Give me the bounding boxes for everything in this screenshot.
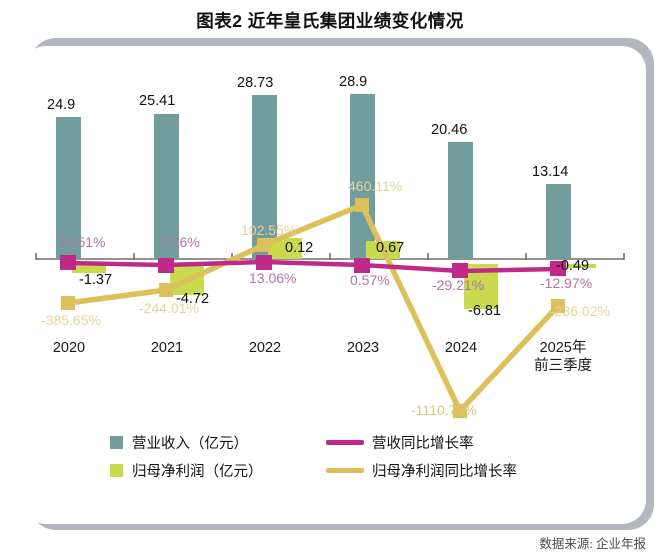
legend-item-revenue: 营业收入（亿元）	[110, 432, 248, 453]
legend-item-profit-rate: 归母净利润同比增长率	[326, 460, 517, 481]
revenue-rate-markers	[60, 255, 566, 278]
legend-line-profit-rate-icon	[326, 468, 364, 473]
legend-line-revenue-rate-icon	[326, 440, 364, 445]
x-axis	[35, 253, 625, 260]
profit-rate-label-2022: 102.55%	[241, 222, 297, 238]
profit-rate-label-2020: -385.65%	[41, 312, 101, 328]
profit-rate-markers	[61, 198, 565, 418]
profit-rate-label-2025: -236.02%	[550, 303, 610, 319]
revenue-rate-label-2023: 0.57%	[350, 272, 390, 288]
legend-label-profit: 归母净利润（亿元）	[132, 464, 263, 480]
legend-swatch-revenue-icon	[110, 436, 123, 449]
revenue-label-2020: 24.9	[47, 97, 76, 113]
legend-label-revenue-rate: 营收同比增长率	[372, 436, 474, 452]
profit-rate-line	[65, 202, 561, 414]
revenue-label-2021: 25.41	[139, 93, 176, 109]
x-label-2020: 2020	[52, 340, 86, 356]
profit-rate-label-2021: -244.01%	[139, 300, 199, 316]
x-label-2025-line1: 2025年	[539, 340, 587, 356]
profit-rate-label-2024: -1110.73%	[411, 402, 477, 418]
x-label-2024: 2024	[444, 340, 478, 356]
revenue-rate-label-2025: -12.97%	[540, 275, 593, 291]
legend-label-profit-rate: 归母净利润同比增长率	[372, 464, 517, 480]
revenue-rate-label-2020: 10.51%	[58, 234, 106, 250]
profit-rate-label-2023: 460.11%	[348, 178, 403, 194]
x-label-2022: 2022	[248, 340, 282, 356]
revenue-label-2023: 28.9	[339, 74, 368, 90]
legend-item-revenue-rate: 营收同比增长率	[326, 432, 474, 453]
profit-bars	[72, 238, 596, 309]
x-label-2021: 2021	[150, 340, 184, 356]
legend-swatch-profit-icon	[110, 464, 123, 477]
legend-item-profit: 归母净利润（亿元）	[110, 460, 263, 481]
x-label-2023: 2023	[346, 340, 380, 356]
profit-label-2022: 0.12	[285, 240, 314, 256]
revenue-label-2022: 28.73	[237, 75, 274, 91]
revenue-label-2025: 13.14	[532, 164, 569, 180]
revenue-label-2024: 20.46	[431, 122, 468, 138]
revenue-bars	[56, 94, 571, 259]
revenue-bar-2021	[154, 114, 179, 259]
profit-label-2024: -6.81	[468, 303, 502, 319]
revenue-bar-2025	[546, 184, 571, 259]
data-source-note: 数据来源: 企业年报	[539, 537, 646, 551]
profit-label-2023: 0.67	[376, 240, 405, 256]
revenue-rate-label-2021: 2.06%	[160, 234, 200, 250]
revenue-bar-2023	[350, 94, 375, 259]
profit-bar-2025	[562, 264, 596, 268]
revenue-rate-label-2022: 13.06%	[249, 270, 297, 286]
profit-label-2025: -0.49	[556, 258, 590, 274]
x-label-2025-line2: 前三季度	[534, 358, 592, 374]
profit-bar-2022	[268, 238, 302, 259]
revenue-rate-label-2024: -29.21%	[432, 277, 485, 293]
revenue-bar-2022	[252, 95, 277, 259]
page-title: 图表2 近年皇氏集团业绩变化情况	[196, 11, 464, 31]
revenue-bar-2020	[56, 117, 81, 259]
revenue-bar-2024	[448, 142, 473, 259]
legend-label-revenue: 营业收入（亿元）	[132, 436, 248, 452]
profit-bar-2020	[72, 264, 106, 273]
profit-label-2021: -4.72	[176, 291, 210, 307]
revenue-rate-line	[65, 259, 561, 274]
profit-label-2020: -1.37	[79, 272, 113, 288]
